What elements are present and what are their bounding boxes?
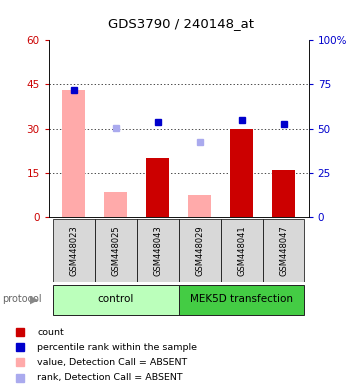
Text: GSM448023: GSM448023 (69, 225, 78, 276)
Bar (188, 195, 211, 217)
Bar (53, 285, 179, 315)
Bar (137, 219, 179, 282)
Text: GDS3790 / 240148_at: GDS3790 / 240148_at (108, 17, 253, 30)
Bar (53, 219, 95, 282)
Bar (146, 158, 169, 217)
Bar (230, 129, 253, 217)
Text: GSM448043: GSM448043 (153, 225, 162, 276)
Bar (179, 285, 304, 315)
Text: GSM448025: GSM448025 (111, 225, 120, 276)
Text: GSM448041: GSM448041 (237, 225, 246, 276)
Text: GSM448047: GSM448047 (279, 225, 288, 276)
Text: percentile rank within the sample: percentile rank within the sample (37, 343, 197, 352)
Text: protocol: protocol (2, 294, 42, 304)
Bar (179, 219, 221, 282)
Text: MEK5D transfection: MEK5D transfection (190, 294, 293, 304)
Bar (272, 170, 295, 217)
Bar (104, 192, 127, 217)
Text: control: control (97, 294, 134, 304)
Bar (95, 219, 137, 282)
Bar (262, 219, 304, 282)
Text: count: count (37, 328, 64, 336)
Bar (62, 90, 86, 217)
Text: value, Detection Call = ABSENT: value, Detection Call = ABSENT (37, 358, 187, 367)
Text: ▶: ▶ (30, 294, 38, 304)
Bar (221, 219, 262, 282)
Text: rank, Detection Call = ABSENT: rank, Detection Call = ABSENT (37, 373, 183, 382)
Text: GSM448029: GSM448029 (195, 225, 204, 276)
